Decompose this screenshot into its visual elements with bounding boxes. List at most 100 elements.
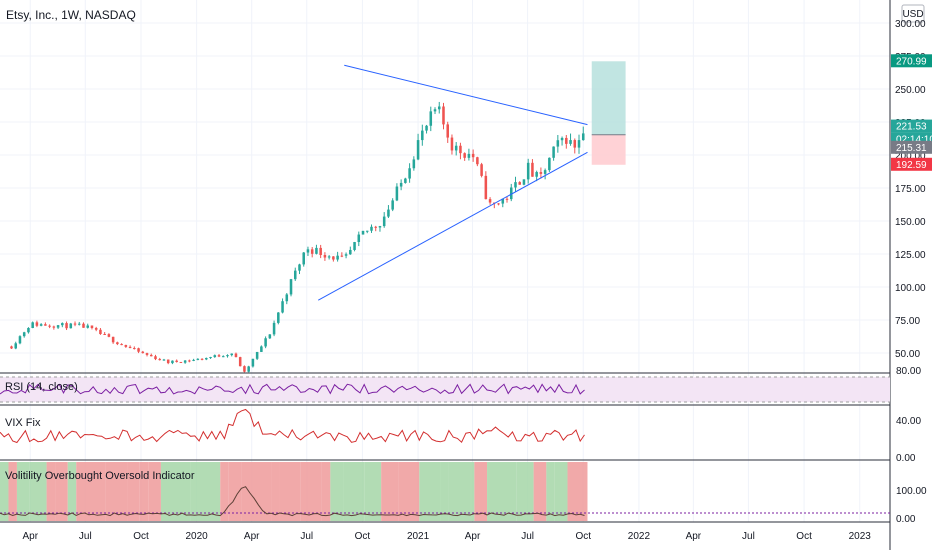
candle-body	[480, 164, 483, 176]
pane-tick: 0.00	[896, 514, 916, 525]
oscillator-block	[160, 462, 191, 521]
candle-body	[14, 343, 18, 349]
price-tick: 100.00	[895, 283, 926, 294]
candle-body	[27, 328, 30, 333]
price-badge-label: 192.59	[896, 160, 927, 171]
price-axis[interactable]: USD 50.00 75.00 100.00 125.00 150.00 175.00 20…	[891, 0, 932, 550]
trendline-upper[interactable]	[344, 64, 588, 126]
candle-body	[116, 342, 119, 345]
candle-body	[315, 247, 318, 254]
candle-body	[565, 137, 568, 144]
oscillator-block	[419, 462, 441, 521]
candle-body	[61, 323, 64, 326]
candle-body	[179, 361, 183, 363]
candle-body	[395, 186, 399, 201]
candle-body	[39, 324, 43, 326]
candle-body	[205, 357, 208, 360]
pane-tick: 0.00	[896, 453, 916, 464]
candle-body	[94, 328, 98, 330]
candle-body	[56, 325, 60, 328]
candle-body	[243, 366, 246, 372]
candle-body	[268, 334, 272, 339]
candle-body	[99, 329, 102, 335]
time-axis[interactable]: Apr Jul Oct 2020 Apr Jul Oct 2021 Apr Jul Oct 2022 A…	[22, 531, 871, 542]
oscillator-block	[448, 462, 475, 521]
oscillator-label: Volitility Overbought Oversold Indicator	[5, 470, 195, 482]
candle-body	[22, 332, 26, 337]
candle-body	[44, 324, 47, 326]
rsi-pane[interactable]: RSI (14, close)	[0, 376, 890, 403]
price-badge-label: 02:14:10	[896, 135, 932, 146]
time-axis-label: Jul	[300, 531, 313, 542]
oscillator-block	[271, 462, 280, 521]
candle-body	[514, 182, 517, 188]
candle-body	[387, 209, 390, 217]
time-axis-label: Oct	[133, 531, 149, 542]
pane-tick: 100.00	[896, 486, 927, 497]
candle-body	[217, 355, 221, 357]
candle-body	[365, 230, 369, 232]
candle-body	[522, 179, 526, 185]
trendlines[interactable]	[318, 64, 588, 301]
candle-body	[484, 175, 488, 200]
oscillator-block	[8, 462, 17, 521]
oscillator-block	[300, 462, 322, 521]
oscillator-block	[220, 462, 229, 521]
candle-body	[260, 346, 263, 352]
candles	[10, 101, 585, 373]
candle-body	[188, 360, 191, 362]
oscillator-block	[55, 462, 68, 521]
candle-body	[111, 336, 115, 343]
candle-body	[382, 216, 386, 227]
take-profit-zone[interactable]	[591, 61, 626, 135]
chart-title: Etsy, Inc., 1W, NASDAQ	[6, 8, 136, 22]
oscillator-block	[567, 462, 588, 521]
oscillator-pane[interactable]: Volitility Overbought Oversold Indicator	[0, 462, 890, 521]
oscillator-block	[0, 462, 9, 521]
price-tick: 200.00	[895, 151, 926, 162]
oscillator-block	[46, 462, 56, 521]
candle-body	[378, 226, 382, 228]
candle-body	[425, 125, 428, 131]
candle-body	[437, 106, 441, 110]
time-axis-label: Apr	[22, 531, 38, 542]
candle-body	[162, 359, 166, 361]
candle-body	[272, 322, 276, 335]
oscillator-block	[148, 462, 161, 521]
time-axis-label: Jul	[79, 531, 92, 542]
candle-body	[459, 145, 462, 154]
candle-body	[539, 172, 543, 174]
stop-loss-zone[interactable]	[591, 134, 626, 165]
oscillator-block	[228, 462, 242, 521]
candle-body	[302, 252, 305, 265]
candle-body	[221, 356, 225, 358]
candle-body	[285, 294, 289, 302]
candle-body	[374, 226, 377, 228]
price-tick: 125.00	[895, 250, 926, 261]
candle-body	[357, 234, 361, 243]
candle-body	[298, 264, 301, 271]
candle-body	[336, 255, 339, 260]
candle-body	[171, 360, 174, 364]
candle-body	[429, 111, 433, 126]
oscillator-block	[381, 462, 399, 521]
vix-fix-pane[interactable]: VIX Fix	[0, 408, 585, 444]
currency-badge[interactable]	[901, 4, 925, 23]
candle-body	[86, 325, 89, 328]
vix-fix-line	[0, 408, 585, 444]
candle-body	[391, 200, 394, 210]
candle-body	[289, 279, 293, 295]
candle-body	[349, 249, 352, 255]
price-badge-entry	[891, 140, 932, 154]
oscillator-block	[321, 462, 331, 521]
oscillator-block	[516, 462, 534, 521]
time-axis-label: Jul	[742, 531, 755, 542]
time-axis-label: Oct	[575, 531, 591, 542]
time-axis-label: 2021	[407, 531, 430, 542]
oscillator-block	[343, 462, 365, 521]
trendline-lower[interactable]	[318, 151, 588, 301]
candle-body	[471, 153, 475, 158]
time-axis-label: Apr	[244, 531, 260, 542]
candle-body	[183, 360, 187, 363]
